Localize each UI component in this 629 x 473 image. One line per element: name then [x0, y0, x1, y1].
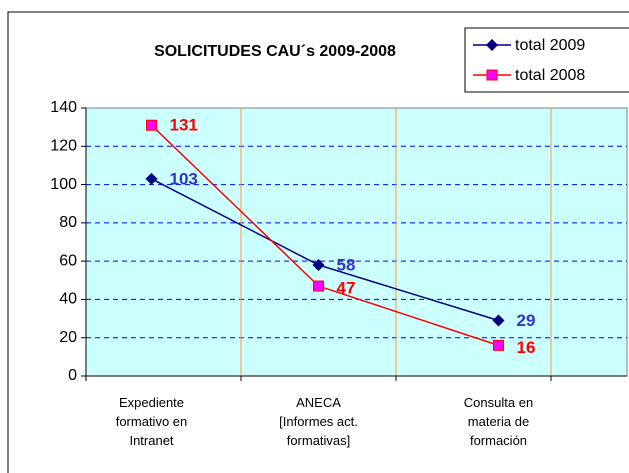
x-tick-label-line: Intranet — [129, 433, 173, 448]
y-tick-label: 60 — [59, 252, 77, 269]
legend — [464, 27, 629, 93]
x-tick-label-line: formativo en — [116, 414, 188, 429]
y-tick-label: 80 — [59, 214, 77, 231]
x-tick-label: Expediente formativo en Intranet — [116, 395, 188, 448]
x-tick-label: Consulta en materia de formación — [464, 395, 533, 448]
marker — [493, 339, 504, 351]
legend-label: total 2008 — [515, 67, 585, 84]
chart-title: SOLICITUDES CAU´s 2009-2008 — [154, 43, 396, 60]
x-tick-label-line: Consulta en — [464, 395, 533, 410]
x-tick-label-line: ANECA — [296, 395, 341, 410]
plot-area — [85, 107, 628, 377]
marker — [486, 39, 498, 51]
marker — [492, 314, 505, 327]
x-tick-label-line: formativas] — [287, 433, 351, 448]
data-label: 131 — [170, 116, 198, 135]
legend-label: total 2009 — [515, 37, 585, 54]
data-label: 47 — [337, 279, 356, 298]
data-label: 29 — [517, 311, 536, 330]
marker — [312, 258, 325, 271]
y-tick-label: 20 — [59, 329, 77, 346]
x-tick-label: ANECA [Informes act. formativas] — [279, 395, 358, 448]
marker — [486, 69, 498, 81]
y-tick-label: 140 — [50, 99, 77, 116]
marker — [145, 172, 158, 185]
data-label: 103 — [170, 169, 198, 188]
x-tick-label-line: [Informes act. — [279, 414, 358, 429]
marker — [313, 280, 324, 292]
y-tick-label: 120 — [50, 138, 77, 155]
y-tick-label: 40 — [59, 291, 77, 308]
y-tick-label: 100 — [50, 176, 77, 193]
x-tick-label-line: Expediente — [119, 395, 184, 410]
data-label: 16 — [517, 338, 536, 357]
y-tick-label: 0 — [68, 367, 77, 384]
x-tick-label-line: formación — [470, 433, 527, 448]
data-label: 58 — [337, 255, 356, 274]
marker — [146, 119, 157, 131]
x-tick-label-line: materia de — [468, 414, 529, 429]
